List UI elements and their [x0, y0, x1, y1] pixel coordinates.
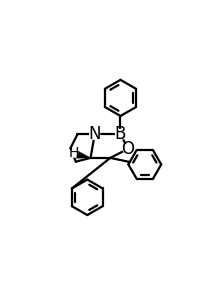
Circle shape: [116, 129, 126, 139]
Polygon shape: [77, 151, 91, 158]
Circle shape: [123, 144, 133, 154]
Text: H: H: [69, 146, 79, 160]
Text: B: B: [115, 125, 126, 143]
Circle shape: [90, 129, 100, 139]
Text: N: N: [88, 125, 101, 143]
Text: O: O: [121, 140, 135, 158]
Circle shape: [70, 150, 78, 157]
